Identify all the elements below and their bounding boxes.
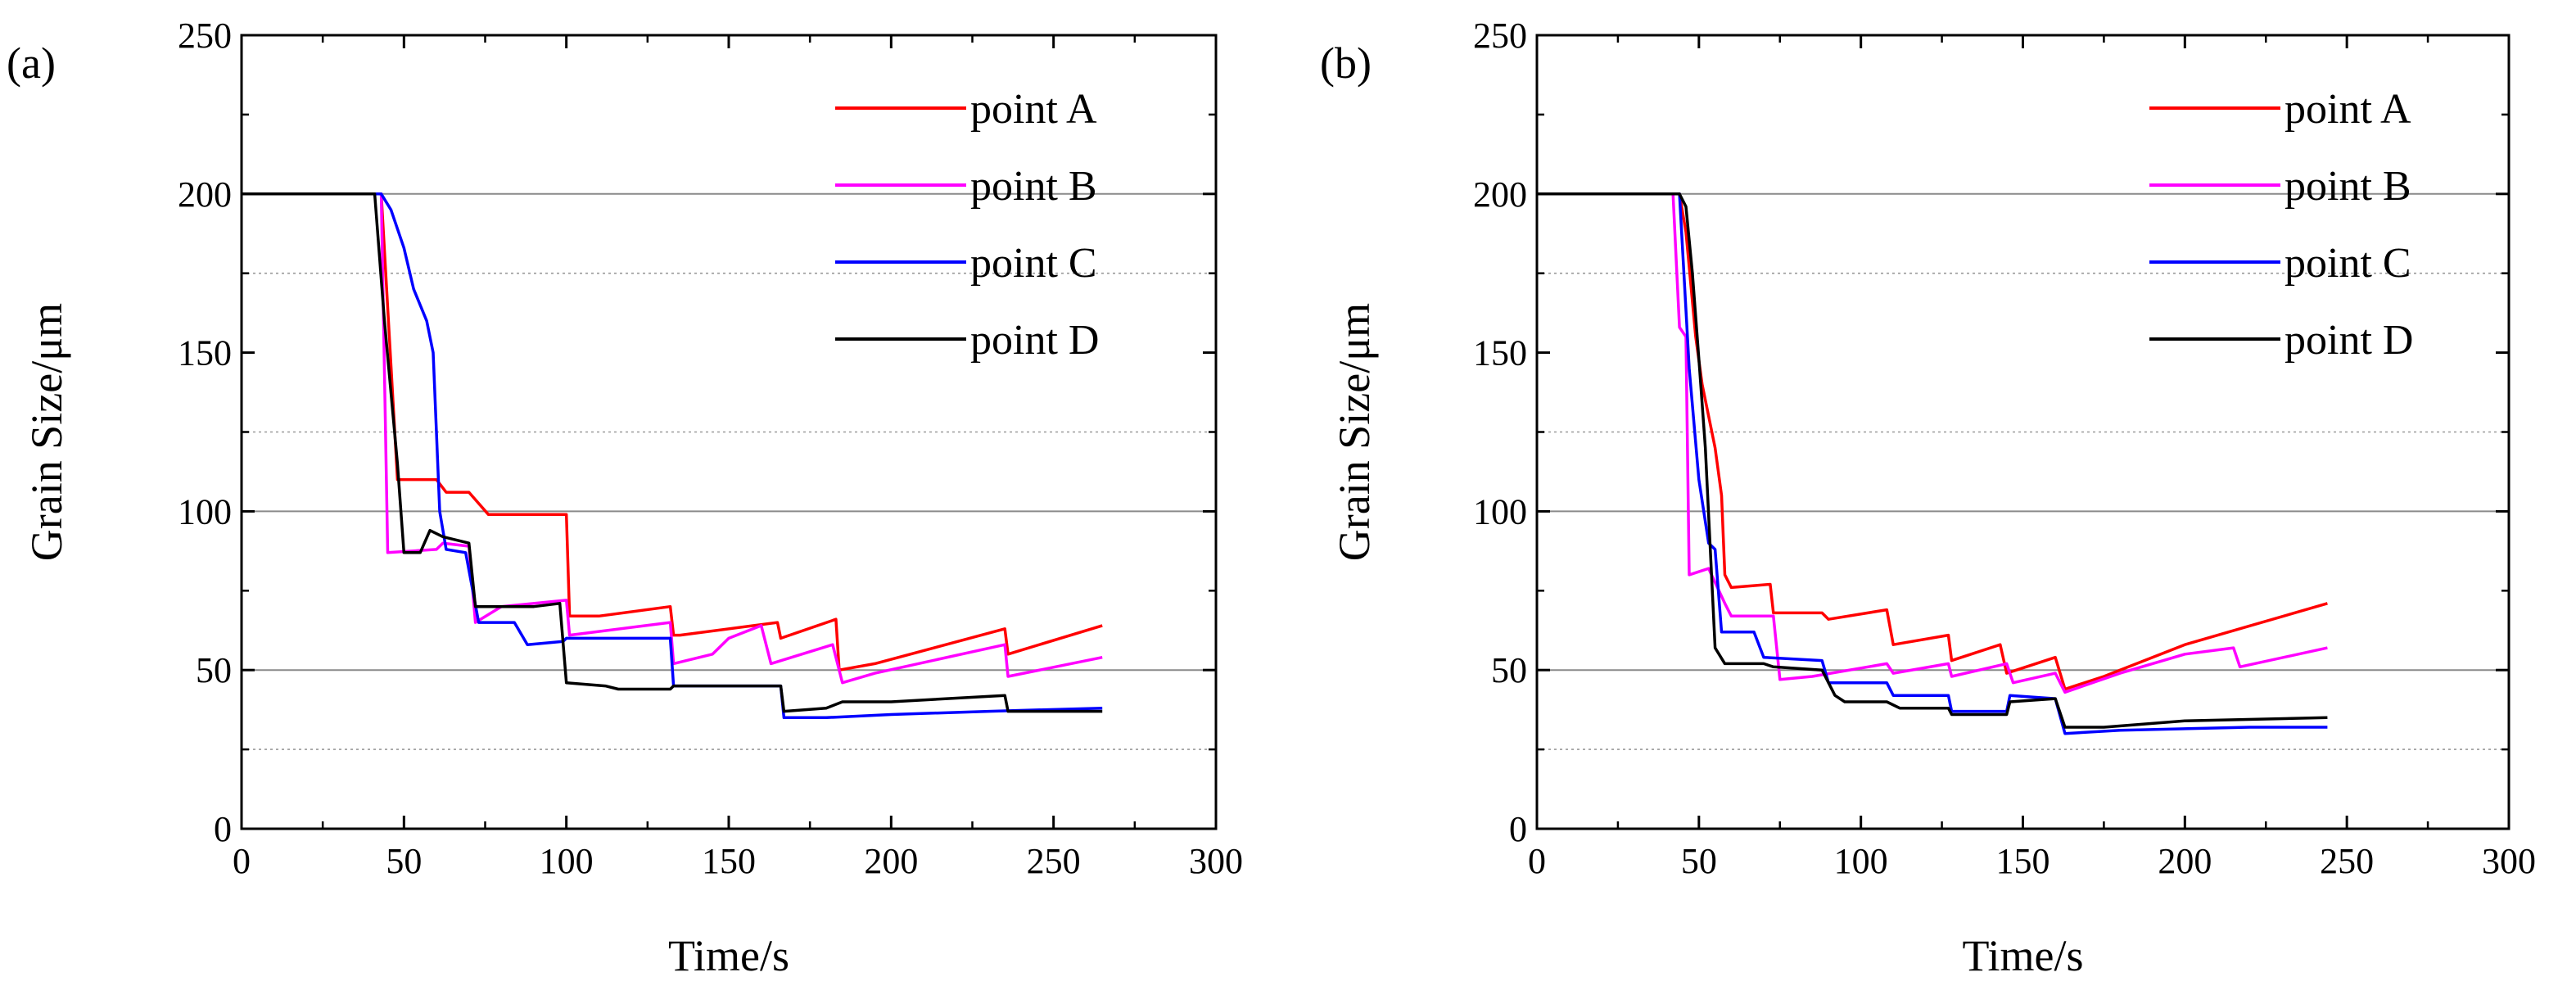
legend-label: point A <box>2285 86 2411 133</box>
legend-label: point C <box>2285 240 2411 287</box>
x-tick-label: 200 <box>2158 841 2212 881</box>
y-tick-label: 100 <box>178 491 232 531</box>
chart-panel-a: 0 50 100 150 200 250 0 50 100 150 200 250 300 Time/s G… <box>7 16 1243 980</box>
y-tick-label: 0 <box>1509 809 1527 849</box>
y-tick-label: 150 <box>178 333 232 373</box>
x-tick-label: 0 <box>1528 841 1546 881</box>
x-tick-label: 0 <box>233 841 251 881</box>
legend: point A point B point C point D <box>2149 86 2413 364</box>
y-tick-label: 200 <box>1473 174 1527 215</box>
x-axis-title: Time/s <box>1962 931 2083 980</box>
series-line-point-a <box>242 192 1103 672</box>
panel-label: (b) <box>1320 38 1372 88</box>
x-tick-label: 200 <box>864 841 918 881</box>
series-line-point-d <box>242 192 1103 713</box>
y-tick-label: 200 <box>178 174 232 215</box>
legend-label: point B <box>970 163 1097 210</box>
x-tick-label: 300 <box>1189 841 1243 881</box>
x-axis-title: Time/s <box>668 931 789 980</box>
series-line-point-d <box>1537 192 2328 729</box>
x-tick-label: 150 <box>1996 841 2050 881</box>
x-tick-label: 50 <box>386 841 422 881</box>
series-line-point-b <box>1537 192 2328 694</box>
legend: point A point B point C point D <box>835 86 1099 364</box>
panel-label: (a) <box>7 38 56 88</box>
legend-label: point D <box>970 317 1099 364</box>
y-tick-label: 0 <box>214 809 232 849</box>
y-tick-label: 250 <box>178 16 232 56</box>
y-tick-label: 50 <box>1491 650 1527 690</box>
y-axis-title: Grain Size/μm <box>1330 303 1379 561</box>
series-line-point-c <box>1537 192 2328 735</box>
x-tick-label: 100 <box>1834 841 1888 881</box>
x-tick-label: 300 <box>2482 841 2536 881</box>
legend-label: point D <box>2285 317 2413 364</box>
legend-label: point B <box>2285 163 2411 210</box>
legend-label: point C <box>970 240 1097 287</box>
series-line-point-c <box>242 192 1103 720</box>
y-tick-label: 250 <box>1473 16 1527 56</box>
series-line-point-a <box>1537 192 2328 691</box>
x-tick-label: 250 <box>2320 841 2374 881</box>
x-tick-label: 100 <box>540 841 594 881</box>
legend-label: point A <box>970 86 1097 133</box>
x-tick-label: 150 <box>702 841 756 881</box>
y-axis-title: Grain Size/μm <box>22 303 71 561</box>
x-tick-label: 250 <box>1027 841 1081 881</box>
y-tick-label: 50 <box>196 650 232 690</box>
chart-panel-b: 0 50 100 150 200 250 0 50 100 150 200 250 300 Time/s G… <box>1320 16 2536 980</box>
y-tick-label: 150 <box>1473 333 1527 373</box>
x-tick-label: 50 <box>1681 841 1717 881</box>
y-tick-label: 100 <box>1473 491 1527 531</box>
